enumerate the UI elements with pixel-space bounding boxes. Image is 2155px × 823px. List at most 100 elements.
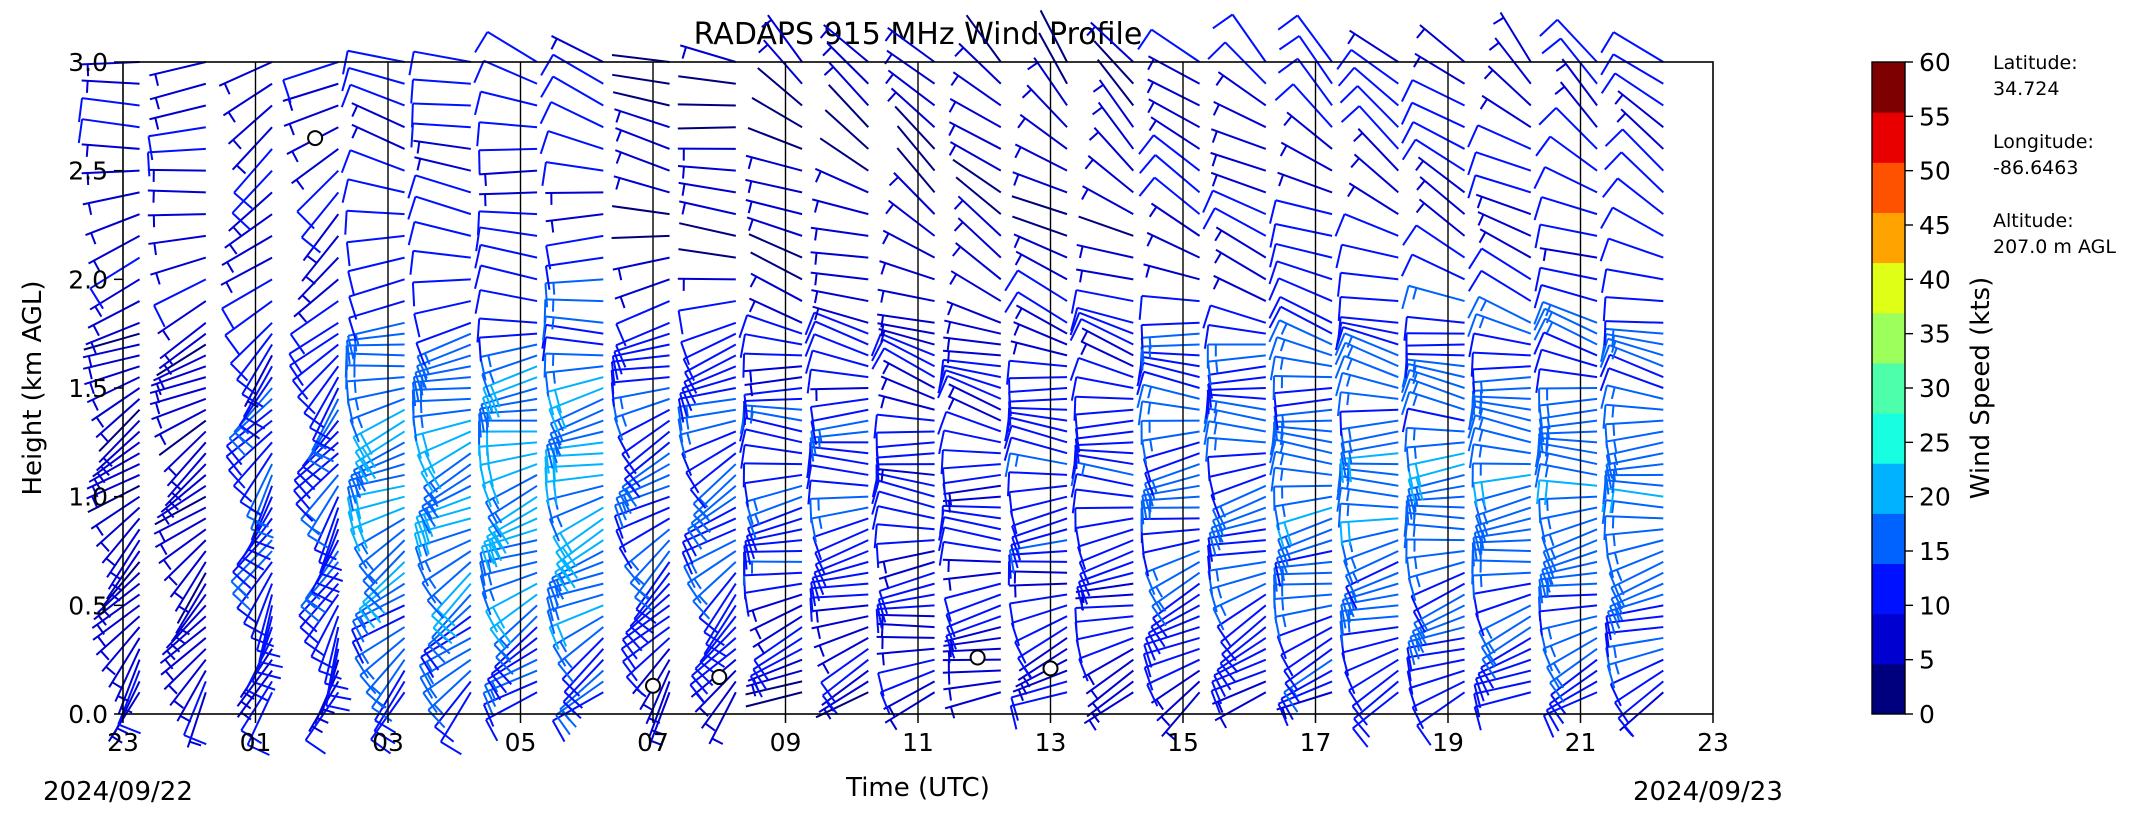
wind-barb bbox=[81, 79, 140, 93]
wind-barb bbox=[942, 558, 1001, 572]
wind-barb bbox=[1006, 471, 1068, 497]
wind-barb bbox=[952, 158, 1002, 194]
wind-barb bbox=[1148, 560, 1201, 613]
colorbar-swatch bbox=[1872, 563, 1905, 615]
wind-barb bbox=[1549, 647, 1598, 703]
wind-barb bbox=[613, 175, 670, 194]
wind-barb bbox=[1609, 658, 1664, 707]
wind-barb bbox=[160, 637, 207, 681]
wind-barb bbox=[474, 264, 538, 290]
wind-barb bbox=[678, 248, 736, 259]
wind-barb bbox=[1412, 582, 1466, 633]
wind-barb bbox=[1012, 669, 1068, 702]
wind-barb bbox=[1533, 166, 1598, 194]
wind-barb bbox=[613, 332, 670, 375]
wind-barb bbox=[81, 169, 140, 186]
wind-barb bbox=[623, 441, 671, 499]
wind-barb bbox=[490, 637, 538, 694]
wind-barb bbox=[479, 560, 538, 600]
wind-barb bbox=[1467, 295, 1532, 324]
wind-barb bbox=[691, 637, 737, 695]
wind-barb bbox=[611, 234, 670, 240]
wind-barb bbox=[169, 659, 207, 709]
wind-barb bbox=[749, 647, 803, 698]
wind-barb bbox=[408, 50, 471, 76]
wind-barb bbox=[1269, 242, 1333, 268]
wind-barb bbox=[748, 233, 803, 259]
wind-barb bbox=[348, 278, 405, 320]
wind-barb bbox=[1340, 430, 1399, 467]
wind-barb bbox=[176, 572, 207, 624]
wind-barb bbox=[1274, 83, 1333, 128]
wind-barb bbox=[1206, 343, 1266, 369]
wind-barb bbox=[1400, 253, 1465, 281]
wind-barb bbox=[1336, 49, 1399, 85]
wind-barb bbox=[411, 278, 471, 307]
calm-marker bbox=[969, 649, 986, 666]
wind-barb bbox=[167, 452, 207, 502]
wind-barb bbox=[1269, 199, 1333, 224]
wind-barb bbox=[819, 24, 869, 63]
wind-barb bbox=[88, 234, 141, 272]
wind-barb bbox=[407, 195, 472, 220]
wind-barb bbox=[1146, 78, 1201, 107]
wind-barb bbox=[474, 30, 538, 63]
wind-barb bbox=[745, 517, 803, 560]
wind-barb bbox=[548, 387, 604, 433]
colorbar-swatch bbox=[1872, 162, 1905, 213]
wind-barb bbox=[742, 352, 803, 378]
wind-barb bbox=[295, 463, 339, 523]
wind-barb bbox=[1219, 626, 1267, 683]
calm-marker bbox=[307, 130, 324, 147]
wind-barb bbox=[1013, 321, 1068, 346]
wind-barb bbox=[1352, 691, 1399, 748]
wind-barb bbox=[153, 506, 207, 543]
wind-barb bbox=[1214, 691, 1267, 729]
wind-barb bbox=[745, 178, 803, 194]
wind-barb bbox=[1406, 550, 1465, 583]
wind-barb bbox=[1148, 202, 1201, 237]
wind-barb bbox=[942, 495, 1001, 513]
wind-barb bbox=[147, 126, 206, 161]
wind-barb bbox=[82, 354, 140, 380]
wind-barb bbox=[1215, 71, 1267, 107]
wind-barb bbox=[1221, 615, 1267, 673]
wind-barb bbox=[543, 298, 604, 324]
wind-barb bbox=[1603, 515, 1664, 541]
wind-barb bbox=[1400, 378, 1465, 402]
wind-barb bbox=[549, 408, 604, 456]
wind-barb bbox=[1533, 331, 1598, 357]
wind-barb bbox=[1468, 332, 1532, 358]
wind-barb bbox=[1069, 318, 1134, 346]
wind-barb bbox=[1146, 231, 1200, 259]
wind-barb bbox=[954, 42, 1002, 85]
wind-barb bbox=[877, 658, 935, 697]
wind-barb bbox=[1143, 626, 1200, 668]
wind-barb bbox=[1599, 344, 1664, 368]
wind-barb bbox=[745, 154, 803, 172]
wind-barb bbox=[85, 321, 140, 354]
wind-barb bbox=[156, 484, 207, 525]
wind-barb bbox=[810, 251, 869, 265]
wind-barb bbox=[1401, 121, 1466, 150]
wind-barb bbox=[806, 368, 869, 394]
wind-barb bbox=[1604, 528, 1664, 559]
wind-barb bbox=[1075, 268, 1134, 283]
wind-barb bbox=[166, 441, 207, 491]
wind-barb bbox=[873, 413, 935, 439]
wind-barb bbox=[242, 365, 273, 430]
wind-barb bbox=[744, 528, 803, 565]
wind-barb bbox=[888, 172, 936, 215]
wind-barb bbox=[1472, 582, 1531, 618]
wind-barb bbox=[299, 582, 340, 644]
wind-barb bbox=[1144, 452, 1200, 496]
wind-barb bbox=[878, 560, 935, 589]
wind-barb bbox=[1467, 426, 1532, 452]
wind-barb bbox=[154, 517, 207, 556]
wind-barb bbox=[1216, 637, 1267, 691]
wind-barb bbox=[614, 149, 670, 172]
wind-barb bbox=[1139, 154, 1201, 194]
wind-barb bbox=[297, 256, 340, 305]
wind-barb bbox=[1407, 626, 1465, 666]
wind-barb bbox=[1347, 182, 1399, 215]
